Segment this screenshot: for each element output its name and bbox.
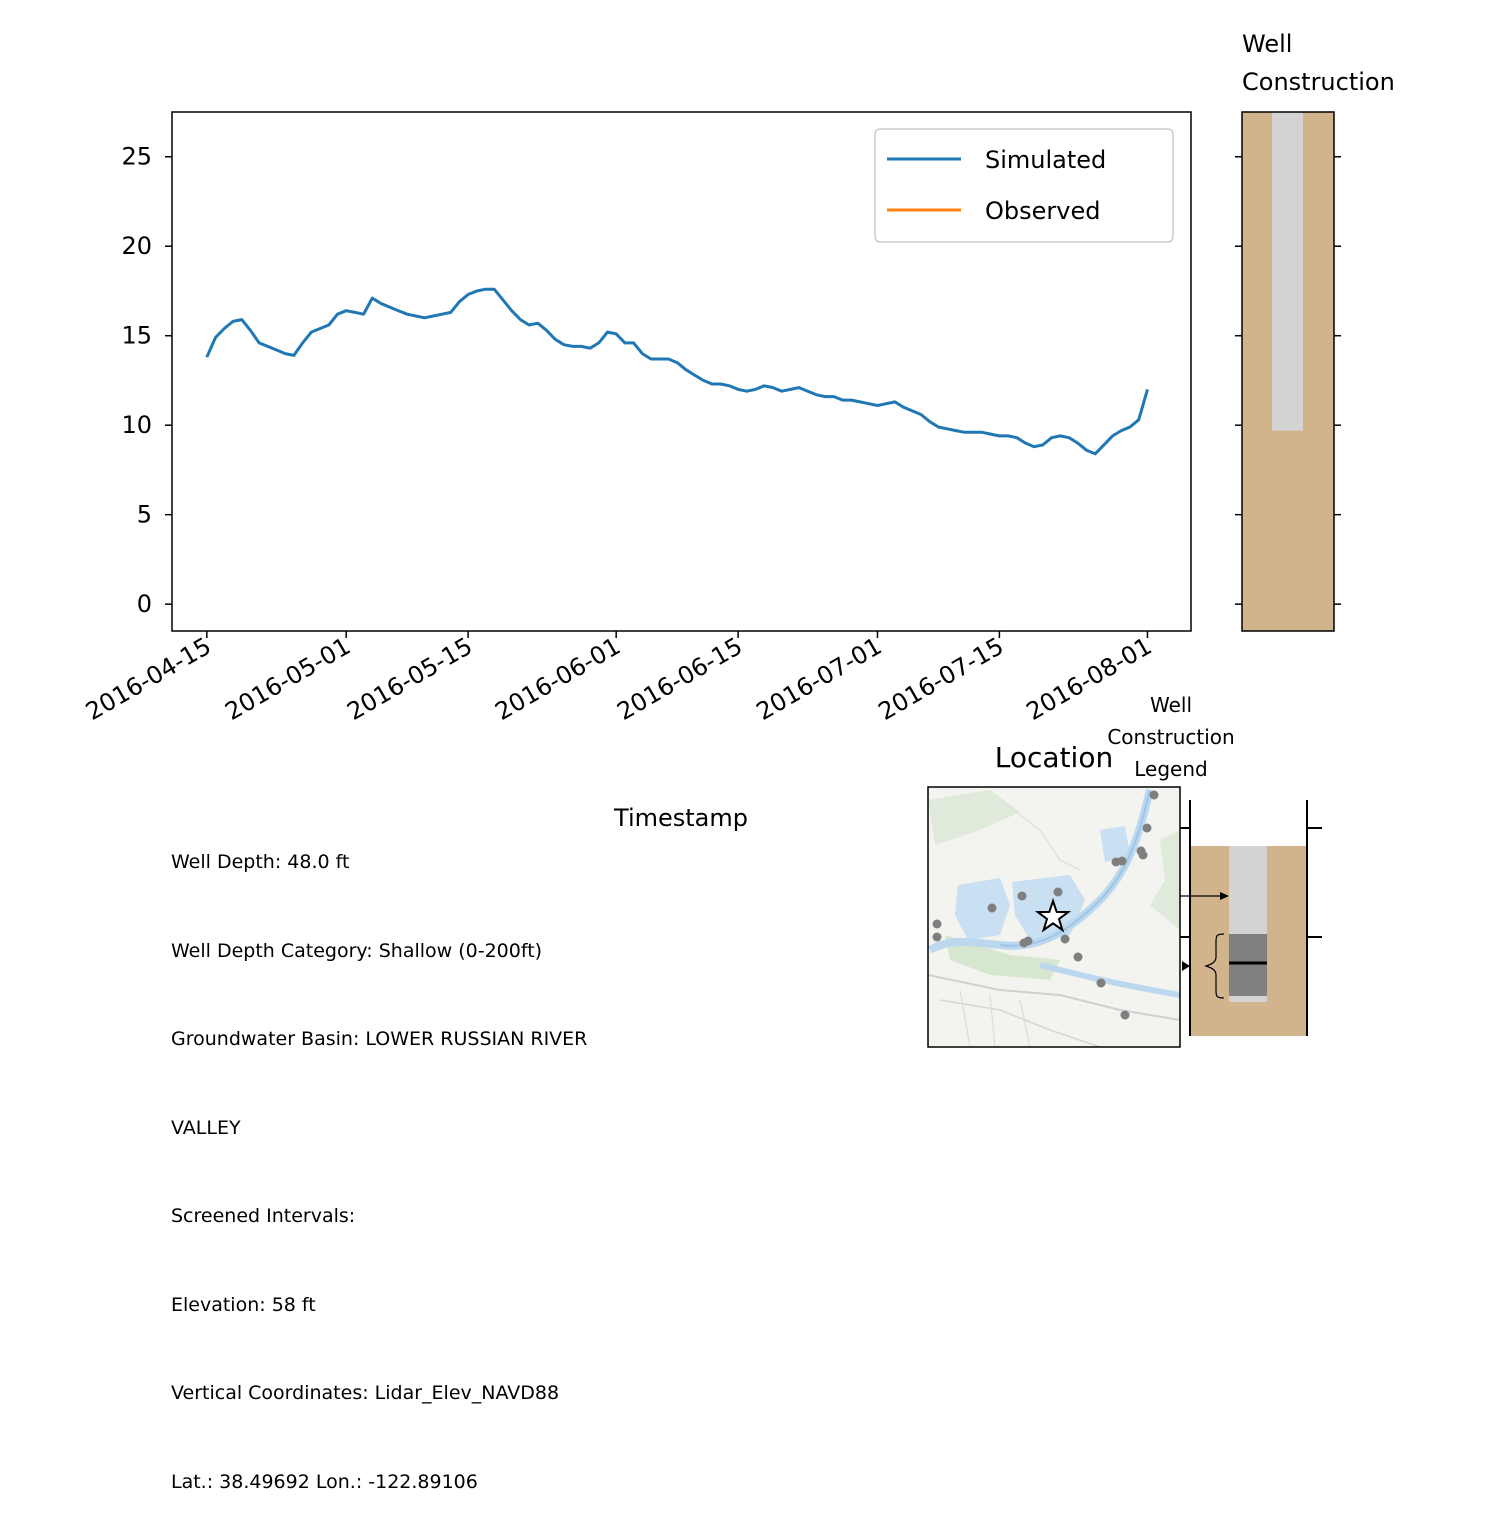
well-construction-panel: Well Construction <box>1235 30 1395 632</box>
nearby-well-dot <box>1120 1010 1130 1020</box>
well-construction-title-line-2: Construction <box>1242 68 1395 96</box>
legend: Simulated Observed <box>874 128 1174 243</box>
x-tick-label: 2016-06-15 <box>612 632 747 726</box>
nearby-well-dot <box>1138 850 1148 860</box>
info-depth-category: Well Depth Category: Shallow (0-200ft) <box>171 939 543 962</box>
legend-label-simulated: Simulated <box>985 146 1106 174</box>
map-green-area <box>1150 830 1180 930</box>
map-pond <box>955 878 1010 940</box>
nearby-well-dot <box>932 919 942 929</box>
info-vertical-coordinates: Vertical Coordinates: Lidar_Elev_NAVD88 <box>171 1382 560 1404</box>
map-frame <box>927 786 1181 1048</box>
location-map: Location <box>927 741 1181 1048</box>
nearby-well-dot <box>1053 887 1063 897</box>
well-info: Well Depth: 48.0 ft Well Depth Category:… <box>171 789 587 1527</box>
legend-sump <box>1229 996 1267 1002</box>
map-road <box>939 999 1101 1047</box>
y-tick-label: 5 <box>137 501 152 529</box>
info-screened-intervals: Screened Intervals: <box>171 1205 356 1227</box>
arrow-head-icon <box>1182 961 1190 971</box>
info-groundwater-basin-cont: VALLEY <box>171 1116 241 1139</box>
y-tick-label: 15 <box>121 322 152 350</box>
legend-panel-title-line-2: Construction <box>1107 725 1234 749</box>
nearby-well-dot <box>987 903 997 913</box>
map-green-area <box>928 790 1020 845</box>
nearby-well-dot <box>1060 934 1070 944</box>
nearby-well-dot <box>1017 891 1027 901</box>
legend-bracket <box>1204 933 1225 999</box>
map-road <box>928 974 1180 1021</box>
x-tick-label: 2016-08-01 <box>1022 632 1157 726</box>
x-tick-label: 2016-04-15 <box>81 632 216 726</box>
legend-casing <box>1229 846 1267 934</box>
well-construction-frame <box>1241 111 1335 632</box>
info-elevation: Elevation: 58 ft <box>171 1293 316 1316</box>
legend-panel-title-line-3: Legend <box>1134 757 1207 781</box>
arrow-head-icon <box>1220 892 1229 900</box>
y-tick-label: 20 <box>121 232 152 260</box>
timeseries-chart: 0 5 10 15 20 25 2016-04-15 2016-05-012016-05-1… <box>81 111 1192 832</box>
x-axis-label: Timestamp <box>613 804 748 832</box>
legend-label-observed: Observed <box>985 197 1100 225</box>
series-line-simulated <box>205 287 1149 456</box>
legend-panel-title-line-1: Well <box>1150 693 1192 717</box>
x-tick-label: 2016-07-01 <box>752 632 887 726</box>
star-icon <box>1034 897 1072 933</box>
nearby-well-dot <box>1073 952 1083 962</box>
nearby-well-markers <box>932 790 1159 1020</box>
legend-box <box>874 128 1174 243</box>
nearby-well-dot <box>1117 856 1127 866</box>
well-construction-legend: Well Construction Legend <box>1107 693 1322 1036</box>
info-lat-lon: Lat.: 38.49692 Lon.: -122.89106 <box>171 1470 478 1493</box>
figure: 0 5 10 15 20 25 2016-04-15 2016-05-012016-05-1… <box>81 30 1395 1048</box>
nearby-well-dot <box>1096 978 1106 988</box>
nearby-well-dot <box>932 932 942 942</box>
nearby-well-dot <box>1149 790 1159 800</box>
legend-screen <box>1229 934 1267 996</box>
x-tick-label: 2016-06-01 <box>490 632 625 726</box>
map-river <box>999 789 1151 947</box>
well-construction-title-line-1: Well <box>1242 30 1292 58</box>
info-groundwater-basin: Groundwater Basin: LOWER RUSSIAN RIVER <box>171 1028 588 1050</box>
map-pond <box>1100 826 1130 862</box>
info-well-depth: Well Depth: 48.0 ft <box>171 851 350 873</box>
x-tick-label: 2016-07-15 <box>874 632 1009 726</box>
x-tick-label: 2016-05-15 <box>342 632 477 726</box>
nearby-well-dot <box>1142 823 1152 833</box>
y-tick-label: 0 <box>137 590 152 618</box>
y-tick-label: 25 <box>121 143 152 171</box>
x-tick-label: 2016-05-01 <box>220 632 355 726</box>
map-road <box>959 989 1031 1047</box>
map-road <box>999 799 1081 871</box>
casing-fill <box>1272 112 1303 431</box>
y-tick-label: 10 <box>121 411 152 439</box>
location-title: Location <box>995 741 1113 774</box>
nearby-well-dot <box>1023 936 1033 946</box>
